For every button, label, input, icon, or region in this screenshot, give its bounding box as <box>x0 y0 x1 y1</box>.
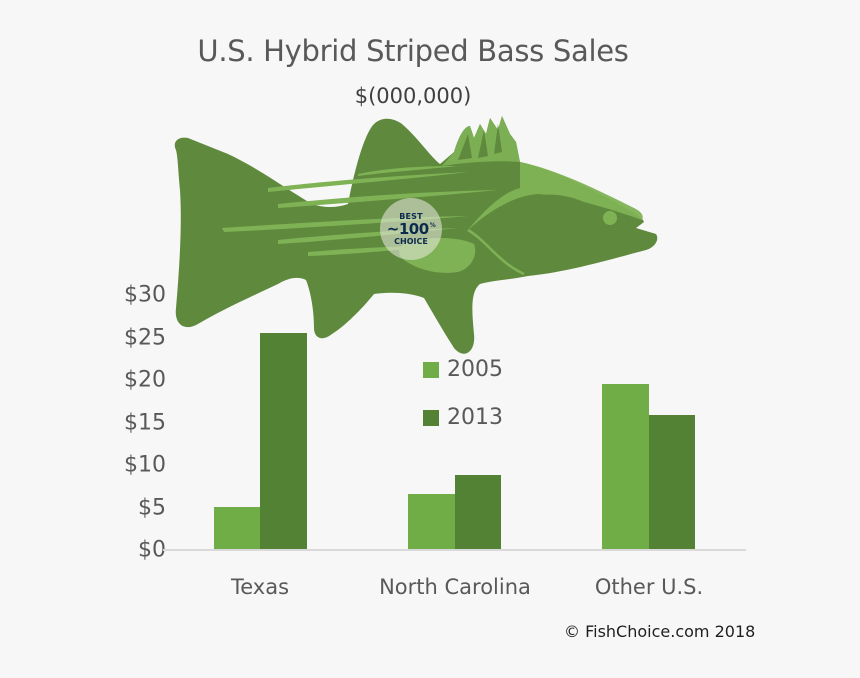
legend-label: 2013 <box>447 405 503 430</box>
bar-other-us-2013 <box>649 415 695 550</box>
legend-item-2013: 2013 <box>423 405 503 430</box>
legend-label: 2005 <box>447 357 503 382</box>
y-tick: $0 <box>138 537 166 563</box>
x-label-north-carolina: North Carolina <box>379 575 531 599</box>
y-tick: $5 <box>138 495 166 521</box>
legend-swatch-2013 <box>423 409 439 426</box>
x-label-other-us: Other U.S. <box>594 575 704 599</box>
badge-line-1: BEST <box>399 211 423 221</box>
y-tick: $15 <box>124 410 166 436</box>
copyright-notice: © FishChoice.com 2018 <box>564 622 756 641</box>
x-axis-line <box>163 549 746 551</box>
chart-title: U.S. Hybrid Striped Bass Sales <box>197 34 629 68</box>
best-choice-badge: BEST ~100% CHOICE <box>380 198 442 260</box>
x-label-texas: Texas <box>230 575 290 599</box>
y-tick: $30 <box>124 282 166 308</box>
bar-north-carolina-2013 <box>455 475 501 550</box>
y-tick: $25 <box>124 325 166 351</box>
y-tick: $10 <box>124 452 166 478</box>
badge-line-2: ~100% <box>386 219 436 238</box>
legend-item-2005: 2005 <box>423 357 503 382</box>
bar-texas-2005 <box>214 507 260 550</box>
bar-north-carolina-2005 <box>408 494 455 550</box>
chart-subtitle: $(000,000) <box>354 84 472 108</box>
badge-line-3: CHOICE <box>394 236 428 246</box>
bar-texas-2013 <box>260 333 307 550</box>
bar-other-us-2005 <box>602 384 649 550</box>
legend-swatch-2005 <box>423 361 439 378</box>
y-tick: $20 <box>124 367 166 393</box>
